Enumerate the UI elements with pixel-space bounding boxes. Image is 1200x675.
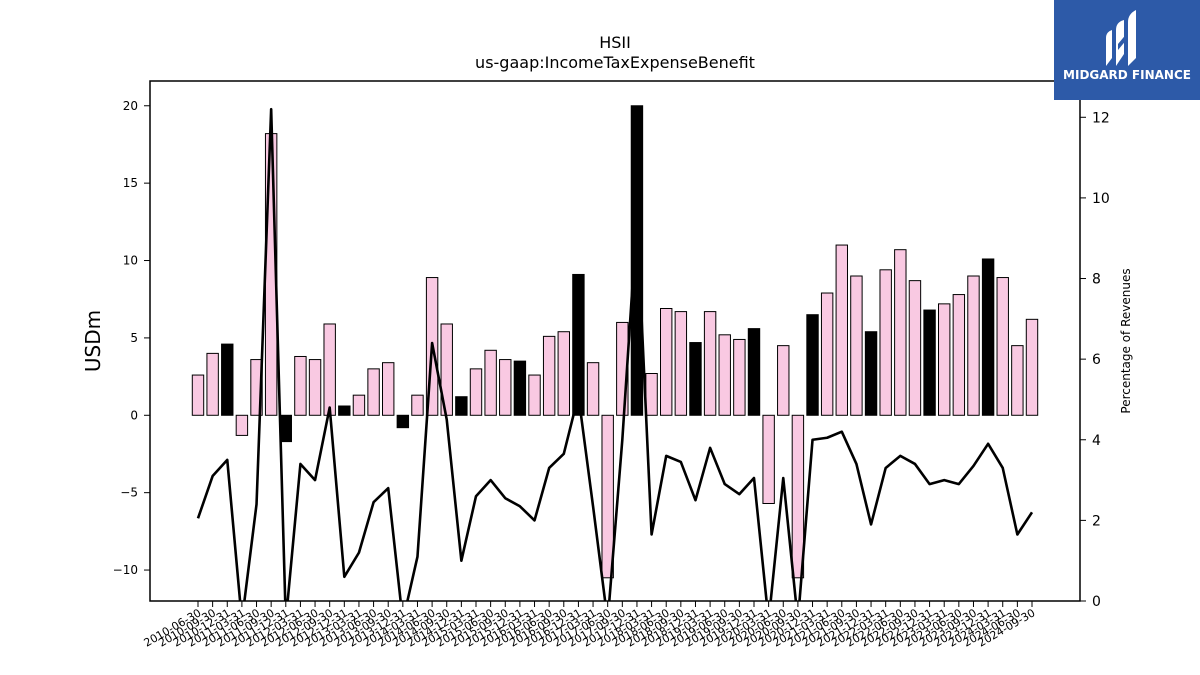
- bar: [221, 343, 234, 416]
- right-axis-ticks: 0 2 4 6 8 10 12: [1080, 110, 1110, 610]
- bar: [835, 244, 848, 416]
- bar: [981, 258, 995, 416]
- bar: [469, 368, 483, 416]
- bar: [557, 331, 570, 416]
- bar: [718, 334, 731, 416]
- y2-tick-label: 6: [1092, 352, 1101, 368]
- bar: [894, 249, 907, 416]
- logo-text: MIDGARD FINANCE: [1063, 68, 1191, 82]
- bar: [513, 360, 527, 416]
- bar: [1025, 318, 1039, 416]
- y-tick-label: 10: [123, 254, 138, 268]
- y-tick-label: −10: [113, 563, 138, 577]
- bar: [411, 394, 424, 416]
- bar: [338, 405, 351, 416]
- y2-tick-label: 0: [1092, 594, 1101, 610]
- bar: [908, 280, 922, 416]
- y-tick-label: −5: [120, 486, 138, 500]
- bar: [879, 269, 892, 416]
- bar: [528, 374, 541, 416]
- bar: [294, 355, 307, 416]
- chart-title: HSII: [599, 33, 631, 52]
- midgard-logo-icon: [1106, 10, 1136, 66]
- bar: [674, 311, 688, 416]
- bar: [586, 362, 600, 416]
- y-tick-label: 5: [130, 331, 138, 345]
- y2-tick-label: 2: [1092, 513, 1101, 529]
- bar: [367, 368, 380, 416]
- bar: [396, 414, 410, 429]
- y-tick-label: 20: [123, 99, 138, 113]
- bar: [206, 352, 219, 416]
- y2-tick-label: 10: [1092, 191, 1110, 207]
- bar: [630, 105, 644, 416]
- bar: [850, 275, 863, 416]
- bar: [806, 314, 819, 416]
- y2-axis-label: Percentage of Revenues: [1119, 268, 1133, 413]
- bar: [820, 292, 834, 416]
- bar: [689, 342, 702, 416]
- x-axis-ticks: 2010-06-302010-09-302010-12-312011-03-31…: [142, 601, 1038, 650]
- bar: [747, 328, 761, 416]
- left-axis-ticks: −10 −5 0 5 10 15 20: [113, 99, 150, 577]
- bar: [703, 311, 717, 416]
- bar: [235, 414, 249, 436]
- ratio-line-series: [196, 107, 1034, 601]
- bar: [660, 308, 673, 416]
- bar: [323, 323, 336, 416]
- bar: [938, 303, 951, 416]
- chart-subtitle: us-gaap:IncomeTaxExpenseBenefit: [475, 53, 755, 72]
- midgard-finance-logo: MIDGARD FINANCE: [1054, 0, 1200, 100]
- bar: [382, 362, 395, 416]
- bar: [777, 345, 790, 416]
- bar: [191, 374, 205, 416]
- y-tick-label: 15: [123, 176, 138, 190]
- y-tick-label: 0: [130, 408, 138, 422]
- bar: [601, 414, 614, 579]
- bar: [762, 414, 775, 505]
- y2-tick-label: 12: [1092, 110, 1110, 126]
- bar: [250, 359, 263, 416]
- bar: [645, 373, 658, 416]
- bar: [455, 396, 468, 416]
- y2-tick-label: 4: [1092, 433, 1101, 449]
- bar: [864, 331, 878, 416]
- bar: [542, 335, 556, 416]
- bar: [572, 273, 585, 416]
- bar: [923, 309, 936, 416]
- bar: [791, 414, 805, 579]
- ratio-line: [196, 107, 1034, 601]
- bar: [952, 294, 966, 416]
- bar: [996, 277, 1009, 416]
- bar: [733, 338, 746, 416]
- bar: [308, 359, 322, 416]
- bar: [352, 394, 366, 416]
- plot-frame: [149, 80, 1081, 602]
- bar: [967, 275, 980, 416]
- y-axis-label: USDm: [81, 310, 105, 372]
- bar: [1011, 345, 1024, 416]
- bar: [499, 359, 512, 416]
- y2-tick-label: 8: [1092, 272, 1101, 288]
- bar-series: [191, 105, 1039, 579]
- bar: [484, 349, 497, 416]
